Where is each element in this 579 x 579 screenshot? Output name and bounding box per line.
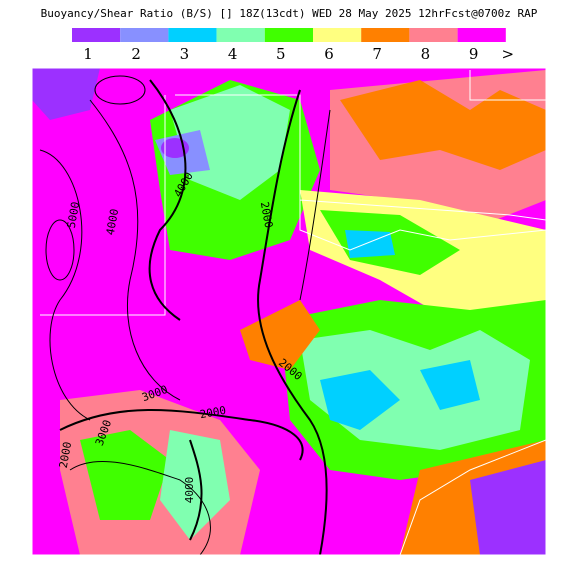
field-region — [420, 360, 480, 410]
contour-line — [69, 460, 211, 555]
contour-line — [45, 219, 75, 281]
contour-label: 5000 — [65, 201, 82, 229]
contour-line — [39, 149, 91, 421]
contour-line — [148, 79, 187, 321]
contour-line — [94, 75, 146, 105]
legend-swatch — [409, 28, 458, 42]
contour-line — [257, 89, 328, 555]
legend-label: 5 — [276, 45, 286, 63]
map-title: Buoyancy/Shear Ratio (B/S) [] 18Z(13cdt)… — [41, 7, 538, 20]
field-region — [320, 370, 400, 430]
legend-swatch — [457, 28, 506, 42]
contour-label: 2000 — [258, 201, 275, 229]
field-region — [470, 460, 546, 555]
legend-label: 9 — [469, 45, 479, 63]
legend-label: 4 — [228, 45, 238, 63]
contour-line — [89, 99, 181, 401]
field-region — [32, 68, 100, 120]
legend-label: 3 — [180, 45, 190, 63]
coastline — [399, 439, 546, 555]
state-border — [469, 70, 546, 101]
field-region — [340, 80, 546, 170]
field-region — [160, 430, 230, 540]
contour-line — [299, 109, 331, 301]
legend-swatch — [313, 28, 362, 42]
legend-label: > — [502, 45, 515, 63]
legend-label: 8 — [421, 45, 431, 63]
legend-swatch — [216, 28, 265, 42]
legend-swatch — [168, 28, 217, 42]
field-region — [80, 430, 170, 520]
legend-swatch — [264, 28, 313, 42]
contour-line — [189, 439, 203, 541]
contour-label: 2000 — [199, 404, 227, 421]
field-region — [240, 300, 320, 370]
contour-label: 2000 — [57, 441, 74, 469]
legend-label: 7 — [372, 45, 382, 63]
state-border — [299, 200, 546, 251]
contour-line — [59, 409, 304, 461]
legend-swatch — [72, 28, 121, 42]
contour-label: 4000 — [183, 477, 196, 504]
legend-label: 2 — [131, 45, 141, 63]
legend-swatch — [120, 28, 169, 42]
legend-label: 1 — [83, 45, 93, 63]
map-field — [32, 68, 546, 555]
map-frame — [31, 67, 547, 556]
legend-label: 6 — [324, 45, 334, 63]
field-region — [345, 230, 395, 258]
legend: 1 2 3 4 5 6 7 8 9 > — [72, 28, 514, 63]
contour-label: 4000 — [104, 208, 121, 236]
legend-swatch — [361, 28, 410, 42]
state-border — [40, 95, 166, 316]
